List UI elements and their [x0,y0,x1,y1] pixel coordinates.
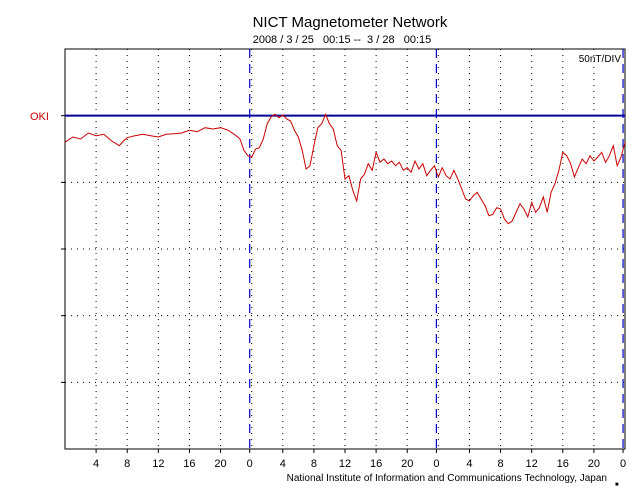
x-tick-label: 16 [557,458,569,470]
x-tick-label: 12 [526,458,538,470]
series-line-oki [64,112,626,225]
chart-subtitle: 2008 / 3 / 25 00:15 -- 3 / 28 00:15 [253,34,432,46]
x-tick-label: 0 [247,458,253,470]
chart-title: NICT Magnetometer Network [253,14,448,31]
footer-small-mark: ■ [615,482,619,488]
x-tick-label: 20 [214,458,226,470]
x-tick-label: 8 [124,458,130,470]
x-tick-label: 0 [433,458,439,470]
x-tick-label: 20 [401,458,413,470]
grid [61,48,625,449]
x-tick-label: 12 [339,458,351,470]
footer-credit: National Institute of Information and Co… [287,473,607,484]
x-tick-label: 8 [497,458,503,470]
x-tick-label: 8 [311,458,317,470]
x-tick-label: 4 [280,458,286,470]
x-tick-label: 20 [588,458,600,470]
x-tick-label: 0 [620,458,626,470]
x-tick-label: 4 [93,458,99,470]
x-tick-label: 12 [152,458,164,470]
x-axis-ticks: 4 8 12 16 20 0 4 8 12 16 20 0 4 8 12 16 20 0 [93,449,626,470]
scale-label: 50nT/DIV [579,54,622,65]
x-tick-label: 16 [370,458,382,470]
x-tick-label: 4 [466,458,472,470]
x-tick-label: 16 [183,458,195,470]
series-label-oki: OKI [30,111,49,123]
